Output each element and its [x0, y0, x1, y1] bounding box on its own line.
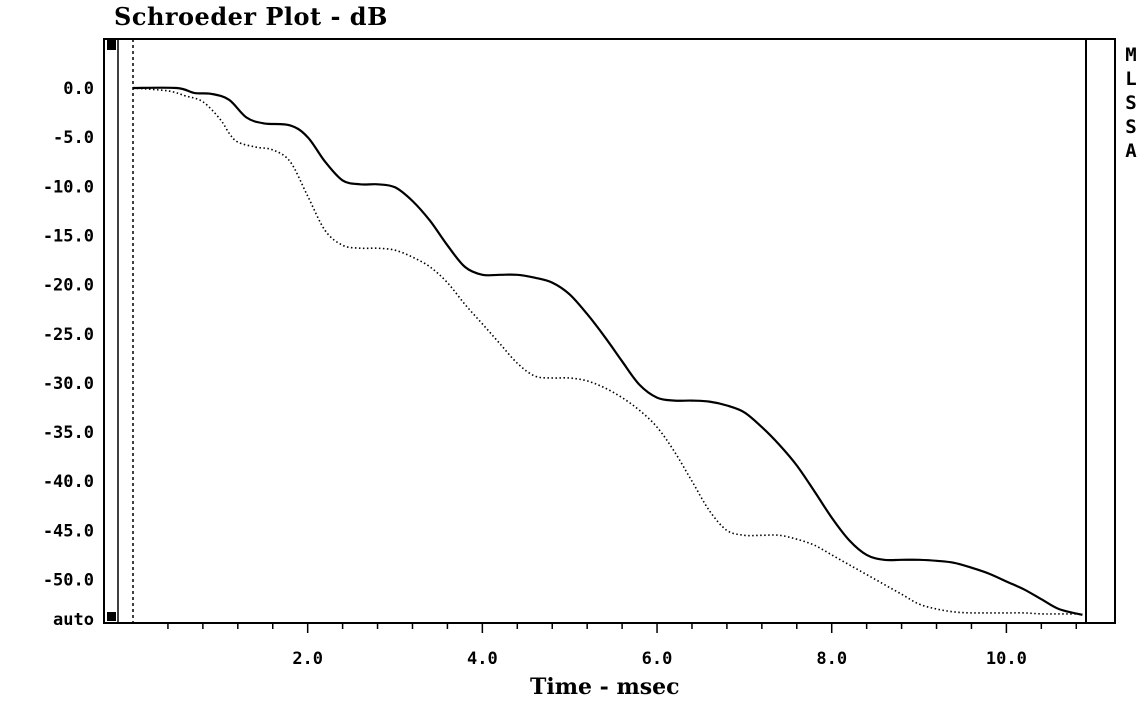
y-tick-label: -10.0 [43, 177, 94, 197]
side-label-s2: S [1125, 116, 1137, 138]
x-tick-label: 6.0 [642, 649, 673, 669]
chart-title: Schroeder Plot - dB [114, 2, 388, 31]
side-label-s1: S [1125, 92, 1137, 114]
y-tick-label: -40.0 [43, 472, 94, 492]
y-tick-label-auto: auto [53, 610, 94, 630]
side-label-l: L [1125, 68, 1137, 90]
y-tick-label: -25.0 [43, 325, 94, 345]
x-tick-label: 8.0 [816, 649, 847, 669]
side-label-a: A [1125, 140, 1137, 162]
y-tick-label: -20.0 [43, 276, 94, 296]
y-tick-label: -50.0 [43, 571, 94, 591]
side-label-m: M [1125, 44, 1137, 66]
x-axis-label: Time - msec [530, 674, 680, 700]
scroll-handle-top[interactable] [107, 40, 116, 50]
scroll-handle-bottom[interactable] [107, 612, 116, 621]
y-tick-label: -5.0 [53, 128, 94, 148]
x-tick-label: 4.0 [467, 649, 498, 669]
x-tick-label: 10.0 [986, 649, 1027, 669]
y-tick-label: 0.0 [63, 79, 94, 99]
solid-decay-curve [132, 86, 1083, 616]
x-tick-label: 2.0 [292, 649, 323, 669]
dotted-decay-curve [132, 87, 1083, 615]
y-tick-label: -45.0 [43, 521, 94, 541]
plot-frame [103, 38, 1116, 624]
y-tick-label: -35.0 [43, 423, 94, 443]
y-tick-label: -30.0 [43, 374, 94, 394]
y-tick-label: -15.0 [43, 226, 94, 246]
